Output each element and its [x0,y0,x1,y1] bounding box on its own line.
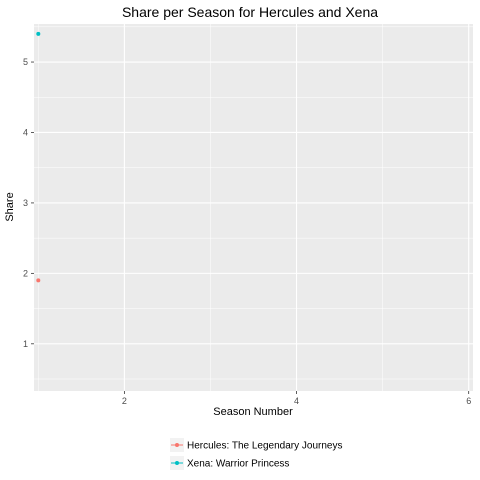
legend: Hercules: The Legendary Journeys Xena: Wa… [170,438,342,470]
x-tick-label: 6 [466,396,471,406]
y-tick-label: 1 [23,339,28,349]
data-point-series-1 [36,278,41,283]
y-tick-label: 5 [23,57,28,67]
y-tick-label: 2 [23,268,28,278]
grid-major [34,24,473,391]
y-tick-label: 3 [23,198,28,208]
y-axis-ticks: 1 2 3 4 5 [23,57,34,349]
legend-label: Xena: Warrior Princess [187,459,289,470]
data-points [36,31,41,283]
legend-key-point [175,461,179,465]
x-axis-title: Season Number [213,406,293,418]
y-tick-label: 4 [23,127,28,137]
x-tick-label: 2 [122,396,127,406]
plot-panel [34,24,473,391]
x-tick-label: 4 [294,396,299,406]
legend-key-point [175,443,179,447]
data-point-series-2 [36,31,41,36]
legend-label: Hercules: The Legendary Journeys [187,441,342,452]
grid-minor [34,24,473,391]
y-axis-title: Share [4,192,16,221]
chart-title: Share per Season for Hercules and Xena [122,4,378,20]
x-axis-ticks: 2 4 6 [122,391,471,406]
